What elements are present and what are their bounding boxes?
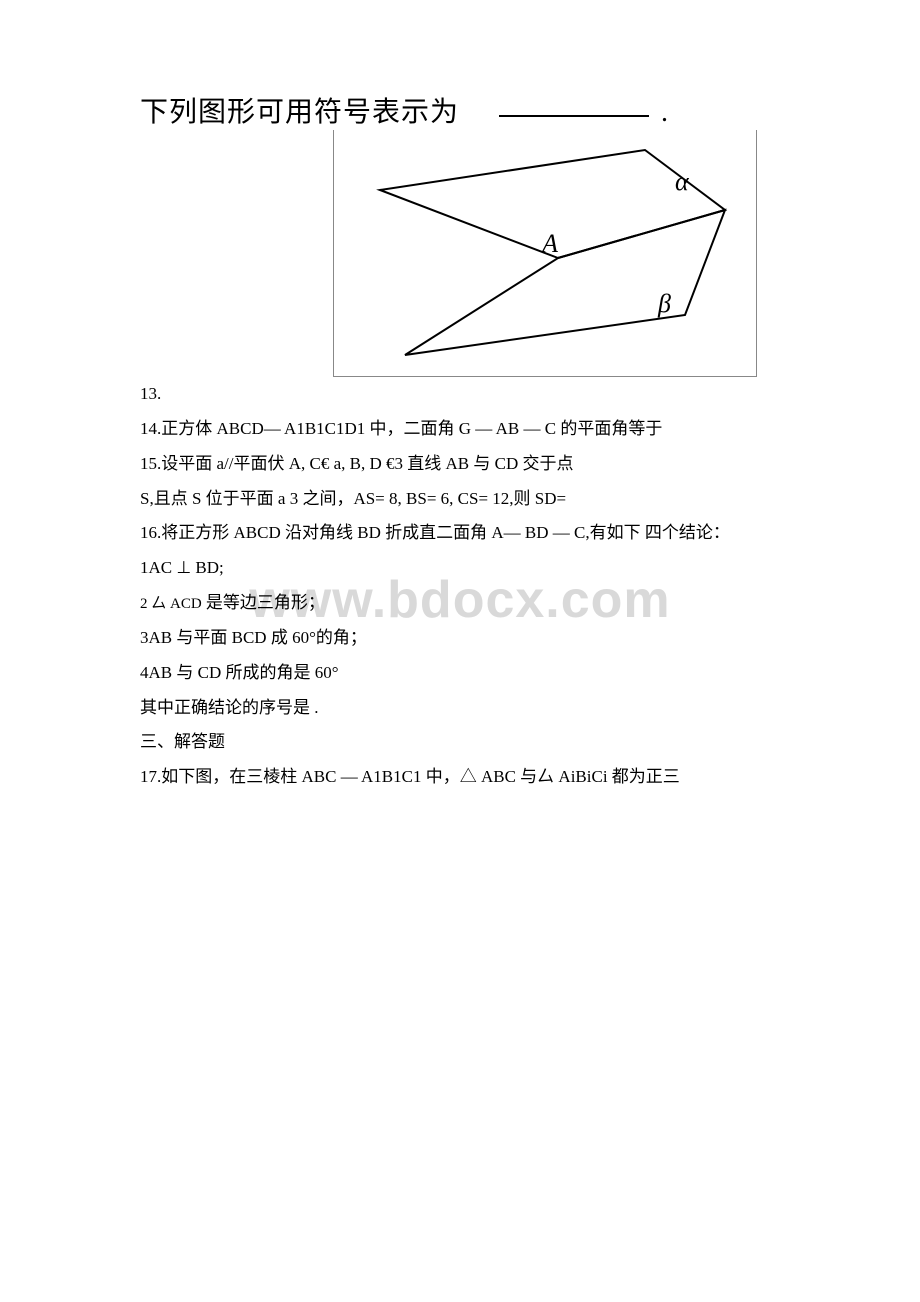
heading-line: 下列图形可用符号表示为 . [140,90,780,130]
q16-intro: 16.将正方形 ABCD 沿对角线 BD 折成直二面角 A— BD — C,有如… [140,516,780,551]
q15-line2: S,且点 S 位于平面 a 3 之间，AS= 8, BS= 6, CS= 12,… [140,482,780,517]
label-A: A [540,229,558,258]
q16-conclusion: 其中正确结论的序号是 . [140,691,780,726]
fill-blank [499,93,649,117]
q16-item4: 4AB 与 CD 所成的角是 60° [140,656,780,691]
label-alpha: α [675,167,690,196]
q16-item2: 2 厶 ACD 是等边三角形； [140,586,780,621]
geometry-diagram: A α β [340,140,750,365]
q13: 13. [140,377,780,412]
q16-item1: 1AC ⊥ BD; [140,551,780,586]
q17: 17.如下图，在三棱柱 ABC — A1B1C1 中，△ ABC 与厶 AiBi… [140,760,780,795]
heading-text: 下列图形可用符号表示为 [140,97,459,128]
heading-period: . [661,97,669,128]
q16-item3: 3AB 与平面 BCD 成 60°的角； [140,621,780,656]
section-3-heading: 三、解答题 [140,725,780,760]
q15-line1: 15.设平面 a//平面伏 A, C€ a, B, D €3 直线 AB 与 C… [140,447,780,482]
q16-item2-post: 是等边三角形； [202,593,325,612]
q16-item2-pre: 2 厶 ACD [140,596,202,612]
label-beta: β [657,289,671,318]
q14: 14.正方体 ABCD— A1B1C1D1 中，二面角 G — AB — C 的… [140,412,780,447]
geometry-diagram-container: A α β [310,130,780,377]
